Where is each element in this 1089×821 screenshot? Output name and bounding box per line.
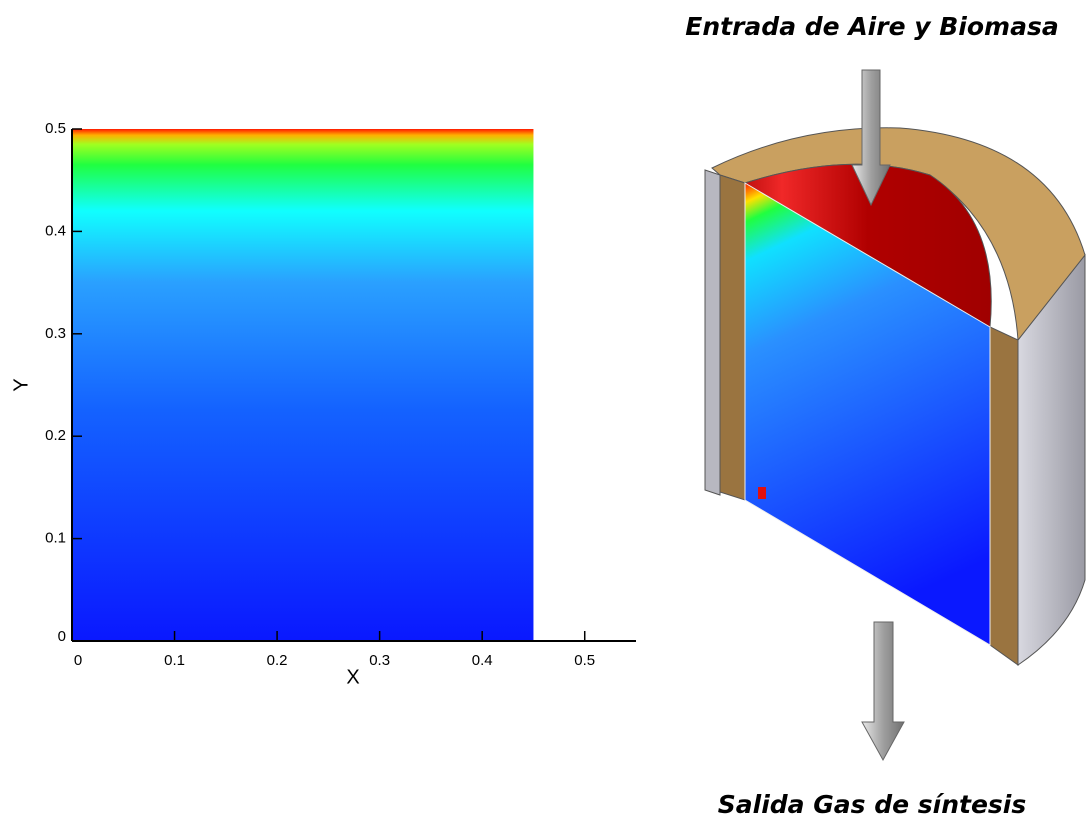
field <box>72 129 533 641</box>
y-tick-label: 0.4 <box>45 222 66 239</box>
inlet-label: Entrada de Aire y Biomasa <box>685 12 1058 41</box>
y-tick-label: 0 <box>58 628 66 645</box>
x-tick-label: 0.3 <box>369 652 390 669</box>
outlet-label: Salida Gas de síntesis <box>718 790 1027 819</box>
x-tick-label: 0.2 <box>267 652 288 669</box>
marker <box>758 487 766 499</box>
x-tick-label: 0.1 <box>164 652 185 669</box>
figure: 0 0.1 0.2 0.3 0.4 0.5 0 0.1 0.2 0.3 0.4 0.5 X Y Entra… <box>0 0 1089 821</box>
y-tick-label: 0.5 <box>45 120 66 137</box>
reactor-illustration <box>705 70 1085 760</box>
x-tick-label: 0.4 <box>472 652 493 669</box>
y-tick-label: 0.3 <box>45 325 66 342</box>
x-tick-label: 0.5 <box>574 652 595 669</box>
x-tick-label: 0 <box>74 652 82 669</box>
plot: 0 0.1 0.2 0.3 0.4 0.5 0 0.1 0.2 0.3 0.4 0.5 X Y <box>10 120 636 688</box>
y-tick-label: 0.2 <box>45 427 66 444</box>
x-axis-label: X <box>346 666 359 688</box>
y-tick-label: 0.1 <box>45 530 66 547</box>
y-axis-label: Y <box>10 378 32 391</box>
